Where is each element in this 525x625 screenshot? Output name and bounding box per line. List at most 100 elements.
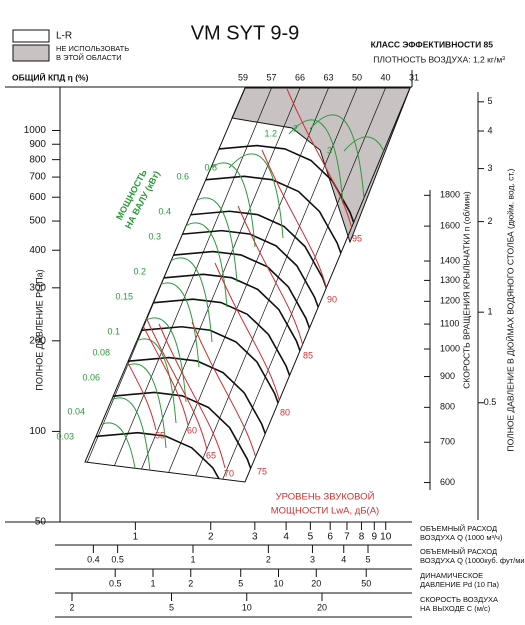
efficiency-line [190,88,358,482]
x-tick-label: 8 [359,532,365,543]
efficiency-class: КЛАСС ЭФФЕКТИВНОСТИ 85 [371,39,494,49]
sound-value: 55 [155,430,165,440]
rpm-tick-label: 1400 [440,255,460,265]
efficiency-line [133,88,301,482]
rpm-curve [85,431,264,482]
x-tick-label: 3 [252,532,258,543]
row-label: НА ВЫХОДЕ C (м/с) [420,604,491,613]
row-label: ДАВЛЕНИЕ Pd (10 Па) [420,580,500,589]
velocity-tick-label: 20 [317,602,327,612]
inch-tick-label: 3 [487,163,492,173]
x-tick-label: 2 [208,532,214,543]
inch-tick-label: 0.5 [484,397,497,407]
y-tick-label: 600 [29,192,46,203]
cfm-tick-label: 4 [341,554,346,564]
efficiency-line [161,88,329,482]
sound-label: МОЩНОСТИ LwA, дБ(А) [271,506,379,517]
inch-axis-label: ПОЛНОЕ ДАВЛЕНИЕ В ДЮЙМАХ ВОДЯНОГО СТОЛБА… [504,168,515,451]
power-value: 3 [327,145,332,155]
x-tick-label: 7 [344,532,350,543]
dynamic_pressure-tick-label: 0.5 [109,578,122,588]
y-tick-label: 500 [29,216,46,227]
dynamic_pressure-tick-label: 5 [238,578,243,588]
y-axis-label: ПОЛНОЕ ДАВЛЕНИЕ Pt (Па) [34,269,44,390]
rpm-tick-label: 600 [440,477,455,487]
row-label: СКОРОСТЬ ВОЗДУХА [420,595,498,604]
legend-box-restricted [12,44,50,62]
sound-value: 80 [280,407,290,417]
inch-tick-label: 4 [487,125,492,135]
sound-curve [286,88,354,234]
power-value: 0.6 [176,171,189,181]
rpm-tick-label: 1100 [440,318,459,328]
x-tick-label: 4 [283,532,289,543]
y-tick-label: 1000 [24,125,47,136]
power-value: 0.04 [67,406,85,416]
x-tick-label: 6 [327,532,333,543]
cfm-tick-label: 5 [365,554,370,564]
sound-value: 60 [187,425,197,435]
y-tick-label: 100 [29,426,46,437]
y-tick-label: 200 [29,335,46,346]
efficiency-line [104,88,272,482]
cfm-tick-label: 0.5 [111,554,124,564]
chart-title: VM SYT 9-9 [191,22,300,44]
power-value: 0.03 [56,431,74,441]
row-label: ВОЗДУХА Q (1000куб. фут/мин) [420,556,525,565]
cfm-tick-label: 0.4 [87,554,100,564]
sound-value: 70 [224,468,234,478]
power-value: 0.08 [92,347,110,357]
sound-label: УРОВЕНЬ ЗВУКОВОЙ [276,491,375,503]
rpm-tick-label: 1300 [440,275,460,285]
inch-tick-label: 1 [487,307,492,317]
dynamic_pressure-tick-label: 1 [150,578,155,588]
sound-curve [237,205,305,351]
efficiency-value: 31 [409,72,419,82]
efficiency-label: ОБЩИЙ КПД η (%) [12,71,89,82]
x-tick-label: 1 [133,532,139,543]
efficiency-value: 40 [380,72,390,82]
x-tick-label: 9 [371,532,377,543]
legend-restricted: НЕ ИСПОЛЬЗОВАТЬ [56,44,129,53]
rpm-tick-label: 900 [440,371,455,381]
rpm-tick-label: 1200 [440,296,460,306]
efficiency-value: 59 [238,72,248,82]
sound-curve [140,305,208,451]
sound-curve [158,323,226,469]
efficiency-value: 66 [295,72,305,82]
power-value: 0.1 [107,326,120,336]
envelope [84,87,411,483]
rpm-tick-label: 700 [440,437,455,447]
sound-value: 85 [303,350,313,360]
cfm-tick-label: 1 [190,554,195,564]
y-tick-label: 50 [35,517,47,528]
power-value: 0.3 [148,231,161,241]
y-tick-label: 400 [29,245,46,256]
sound-value: 65 [206,450,216,460]
power-value: 0.8 [204,162,217,172]
row-label: ДИНАМИЧЕСКОЕ [420,571,483,580]
dynamic_pressure-tick-label: 50 [361,578,371,588]
row-label: ОБЪЕМНЫЙ РАСХОД [420,547,497,556]
row-label: ВОЗДУХА Q (1000 м³/ч) [420,533,503,542]
air-density: ПЛОТНОСТЬ ВОЗДУХА: 1,2 кг/м³ [373,54,505,64]
velocity-tick-label: 10 [242,602,252,612]
y-tick-label: 800 [29,154,46,165]
y-tick-label: 700 [29,172,46,183]
efficiency-value: 50 [352,72,362,82]
y-tick-label: 900 [29,139,46,150]
cfm-tick-label: 3 [310,554,315,564]
x-tick-label: 10 [380,532,392,543]
inch-tick-label: 5 [487,96,492,106]
dynamic_pressure-tick-label: 10 [273,578,283,588]
power-value: 0.2 [133,266,146,276]
legend-box-lr [12,29,50,43]
power-value: 1.2 [264,128,277,138]
legend-lr: L-R [56,31,72,42]
power-curve [228,153,284,239]
power-curve [288,119,344,205]
power-value: 0.15 [115,291,133,301]
sound-curve [191,321,259,467]
sound-curve [261,149,329,295]
